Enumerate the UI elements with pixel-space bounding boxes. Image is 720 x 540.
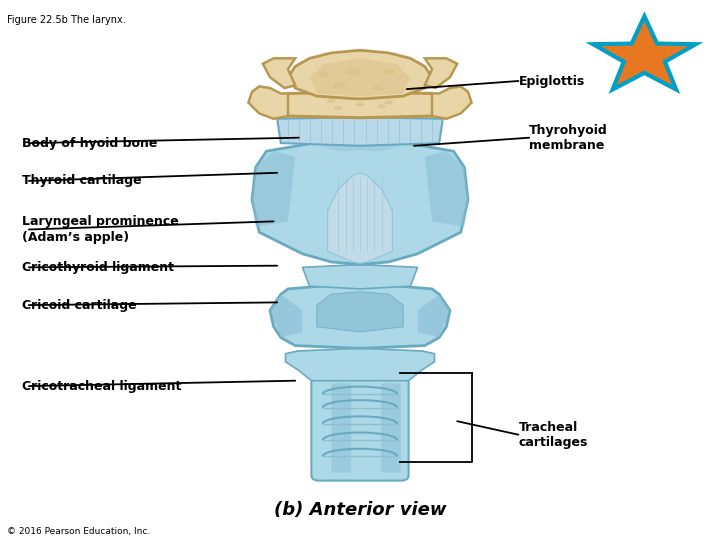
Polygon shape [248,86,288,119]
Polygon shape [285,348,435,381]
Polygon shape [270,294,302,338]
Ellipse shape [332,82,345,89]
Ellipse shape [327,99,336,103]
Polygon shape [425,151,468,227]
Ellipse shape [377,104,386,109]
Text: Thyroid cartilage: Thyroid cartilage [22,174,141,187]
Text: Thyrohyoid
membrane: Thyrohyoid membrane [529,124,608,152]
Polygon shape [425,58,457,88]
Polygon shape [328,173,392,264]
Polygon shape [270,285,450,348]
FancyBboxPatch shape [331,383,351,472]
Polygon shape [320,141,400,151]
Ellipse shape [334,106,343,110]
Polygon shape [418,294,450,338]
Text: (b) Anterior view: (b) Anterior view [274,501,446,519]
Polygon shape [384,80,401,93]
Polygon shape [593,16,696,90]
Polygon shape [302,265,418,289]
Polygon shape [284,92,436,118]
Ellipse shape [372,85,384,91]
Text: Laryngeal prominence
(Adam’s apple): Laryngeal prominence (Adam’s apple) [22,215,179,244]
Ellipse shape [384,69,395,75]
Text: Cricothyroid ligament: Cricothyroid ligament [22,261,174,274]
Polygon shape [252,141,468,265]
Text: Cricotracheal ligament: Cricotracheal ligament [22,380,181,393]
Polygon shape [319,80,336,93]
Polygon shape [288,50,432,99]
FancyBboxPatch shape [382,383,401,472]
Polygon shape [432,86,472,119]
FancyBboxPatch shape [311,375,409,481]
Text: Tracheal
cartilages: Tracheal cartilages [518,421,588,449]
Ellipse shape [346,68,360,75]
Polygon shape [252,151,295,227]
Text: Body of hyoid bone: Body of hyoid bone [22,137,157,150]
Text: Figure 22.5b The larynx.: Figure 22.5b The larynx. [7,15,126,25]
Ellipse shape [319,72,329,77]
Text: Epiglottis: Epiglottis [518,75,585,87]
Text: Cricoid cartilage: Cricoid cartilage [22,299,136,312]
Ellipse shape [356,102,364,106]
Ellipse shape [384,100,393,105]
Polygon shape [277,117,443,146]
Polygon shape [317,292,403,332]
Text: © 2016 Pearson Education, Inc.: © 2016 Pearson Education, Inc. [7,526,150,536]
Polygon shape [310,58,410,96]
Polygon shape [263,58,295,88]
